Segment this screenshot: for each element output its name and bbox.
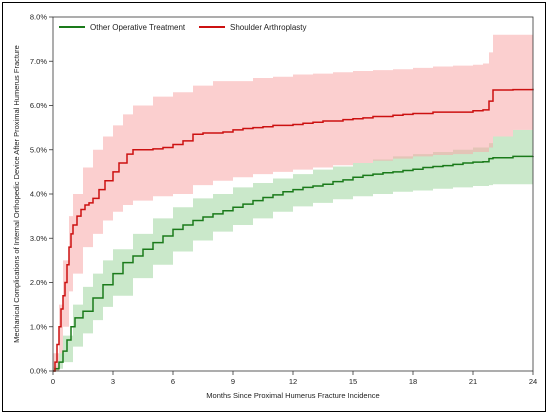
y-axis-ticks: 0.0% 1.0% 2.0% 3.0% 4.0% 5.0% 6.0% 7.0% 8.0%: [30, 13, 53, 376]
y-tick-label: 8.0%: [30, 13, 47, 22]
legend: Other Operative Treatment Shoulder Arthr…: [59, 23, 307, 32]
chart-frame: 0 3 6 9 12 15 18 21 24 0.0% 1.0% 2.0% 3.0% 4.0% 5.0% 6…: [2, 2, 546, 412]
legend-label-shoulder-arthroplasty: Shoulder Arthroplasty: [230, 23, 307, 32]
y-tick-label: 4.0%: [30, 190, 47, 199]
x-tick-label: 6: [171, 377, 175, 386]
y-tick-label: 2.0%: [30, 278, 47, 287]
x-axis-ticks: 0 3 6 9 12 15 18 21 24: [51, 371, 537, 386]
x-tick-label: 12: [289, 377, 297, 386]
y-tick-label: 5.0%: [30, 145, 47, 154]
series-line-other-operative-treatment: [53, 155, 534, 372]
x-tick-label: 0: [51, 377, 55, 386]
y-axis-label: Mechanical Complications of Internal Ort…: [12, 45, 21, 343]
survival-chart: 0 3 6 9 12 15 18 21 24 0.0% 1.0% 2.0% 3.0% 4.0% 5.0% 6…: [12, 13, 537, 401]
y-tick-label: 6.0%: [30, 101, 47, 110]
x-tick-label: 24: [529, 377, 537, 386]
x-tick-label: 18: [409, 377, 417, 386]
x-tick-label: 3: [111, 377, 115, 386]
series-lines: [53, 88, 534, 372]
series-line-shoulder-arthroplasty: [53, 88, 534, 372]
y-tick-label: 0.0%: [30, 367, 47, 376]
ci-band-other-operative-treatment: [53, 127, 533, 371]
y-tick-label: 1.0%: [30, 322, 47, 331]
y-tick-label: 7.0%: [30, 57, 47, 66]
y-tick-label: 3.0%: [30, 234, 47, 243]
legend-label-other-operative: Other Operative Treatment: [90, 23, 186, 32]
x-axis-label: Months Since Proximal Humerus Fracture I…: [206, 391, 379, 400]
x-tick-label: 21: [469, 377, 477, 386]
ci-band-shoulder-arthroplasty: [53, 34, 533, 371]
x-tick-label: 15: [349, 377, 357, 386]
x-tick-label: 9: [231, 377, 235, 386]
confidence-bands: [53, 34, 533, 371]
